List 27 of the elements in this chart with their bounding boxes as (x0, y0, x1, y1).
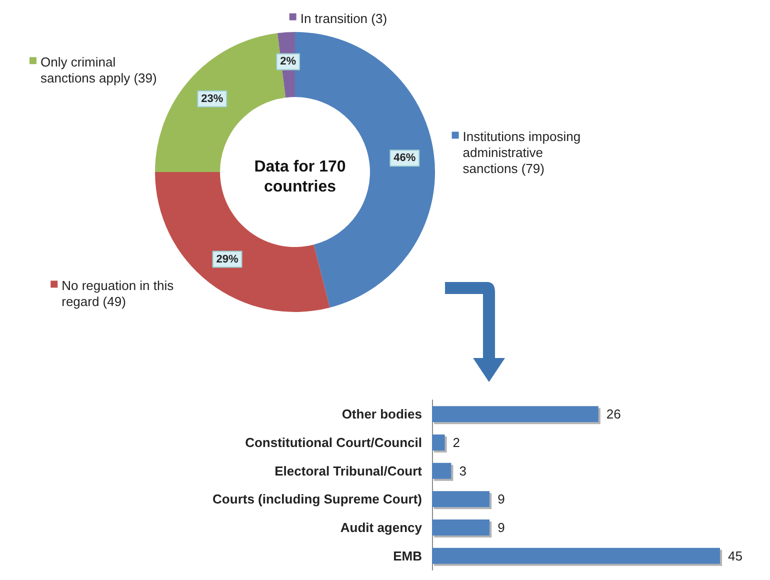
bar (432, 520, 490, 536)
y-tick-label: EMB (393, 548, 422, 564)
y-tick-label: Courts (including Supreme Court) (212, 492, 422, 507)
data-label: 2% (280, 56, 296, 68)
bar (432, 548, 720, 564)
data-label: 9 (498, 492, 505, 507)
y-tick-label: Electoral Tribunal/Court (274, 463, 423, 478)
data-label: 9 (498, 520, 505, 535)
data-label: 23% (201, 92, 224, 105)
data-label: 3 (459, 463, 466, 478)
legend-label: Institutions imposing administrative sanctions (79) (462, 129, 581, 176)
bar (432, 434, 445, 450)
data-label: 26 (606, 406, 621, 422)
data-label: 29% (216, 253, 238, 266)
y-tick-label: Constitutional Court/Council (245, 435, 422, 450)
bar (432, 491, 490, 508)
data-label: 45 (728, 548, 742, 564)
data-label: 46% (394, 152, 416, 164)
data-label: 2 (452, 435, 460, 450)
y-tick-label: Audit agency (340, 520, 423, 535)
text: Data for 170 countries (254, 158, 346, 196)
y-tick-label: Other bodies (342, 406, 422, 422)
bar (432, 406, 598, 422)
legend-label: Only criminal sanctions apply (39) (40, 54, 157, 86)
legend-label: In transition (3) (300, 10, 388, 26)
bar (432, 462, 452, 479)
legend-label: No reguation in this regard (49) (62, 278, 174, 310)
